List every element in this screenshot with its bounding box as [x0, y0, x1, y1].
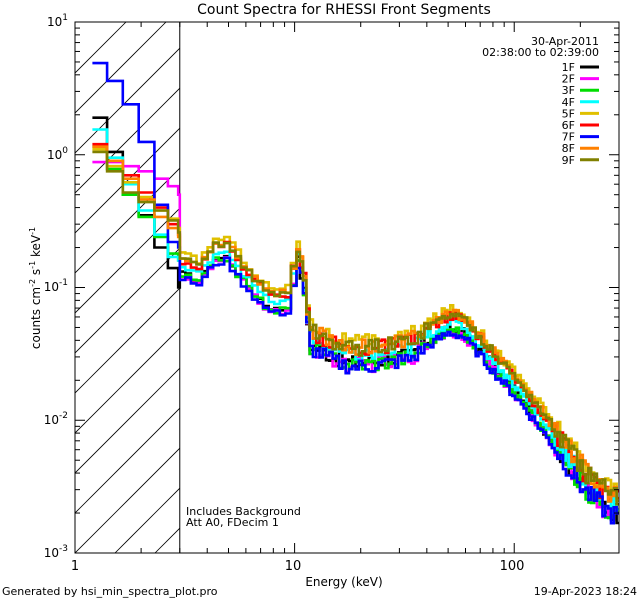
hatch-line: [75, 47, 180, 154]
chart-title: Count Spectra for RHESSI Front Segments: [197, 2, 491, 18]
y-tick-label-1e-3: 10-3: [44, 544, 68, 560]
legend-label-2F: 2F: [562, 73, 575, 86]
hatch-line: [75, 22, 167, 114]
y-tick-label-1e0: 100: [47, 146, 68, 162]
legend-label-9F: 9F: [562, 154, 575, 167]
x-tick-label-10: 10: [285, 559, 302, 574]
hatch-line: [435, 0, 640, 553]
hatch-line: [75, 367, 180, 474]
hatch-line: [595, 0, 640, 553]
series-line-3F: [92, 145, 619, 520]
legend-label-7F: 7F: [562, 131, 575, 144]
series-line-6F: [92, 142, 619, 501]
y-tick-label-1e-1: 10-1: [44, 278, 68, 294]
x-axis-label: Energy (keV): [305, 575, 382, 589]
annotation-background: Includes Background: [186, 505, 301, 518]
x-tick-label-100: 100: [500, 559, 525, 574]
legend-label-5F: 5F: [562, 107, 575, 120]
hatch-line: [355, 0, 640, 553]
series-line-1F: [92, 116, 619, 525]
hatch-line: [475, 0, 640, 553]
y-tick-label-1e1: 101: [47, 13, 68, 29]
series-line-8F: [92, 145, 619, 503]
annotation-attenuator: Att A0, FDecim 1: [186, 516, 279, 529]
hatch-line: [395, 0, 640, 553]
legend-label-4F: 4F: [562, 96, 575, 109]
series-layer: [92, 61, 619, 525]
axis-ticks: [74, 21, 620, 554]
series-line-7F: [92, 61, 619, 525]
time-range-label: 02:38:00 to 02:39:00: [482, 46, 599, 59]
x-tick-labels: 1 10 100: [71, 559, 525, 574]
legend-label-8F: 8F: [562, 142, 575, 155]
series-line-9F: [92, 150, 619, 506]
hatch-line: [635, 0, 640, 553]
x-tick-label-1: 1: [71, 559, 79, 574]
hatch-line: [75, 447, 180, 553]
legend-label-3F: 3F: [562, 84, 575, 97]
footer-timestamp: 19-Apr-2023 18:24: [534, 585, 637, 598]
series-line-5F: [92, 148, 619, 503]
hatch-line: [75, 207, 180, 314]
hatched-region: [75, 0, 640, 553]
hatch-line: [75, 407, 180, 514]
footer-generated-by: Generated by hsi_min_spectra_plot.pro: [2, 585, 218, 598]
plot-frame: [74, 21, 620, 554]
hatch-line: [75, 247, 180, 354]
legend-label-1F: 1F: [562, 61, 575, 74]
y-tick-labels: 10-3 10-2 10-1 100 101: [44, 13, 69, 560]
y-tick-label-1e-2: 10-2: [44, 411, 68, 427]
legend-label-6F: 6F: [562, 119, 575, 132]
date-label: 30-Apr-2011: [531, 35, 599, 48]
y-axis-label: counts cm-2 s-1 keV-1: [28, 227, 43, 349]
